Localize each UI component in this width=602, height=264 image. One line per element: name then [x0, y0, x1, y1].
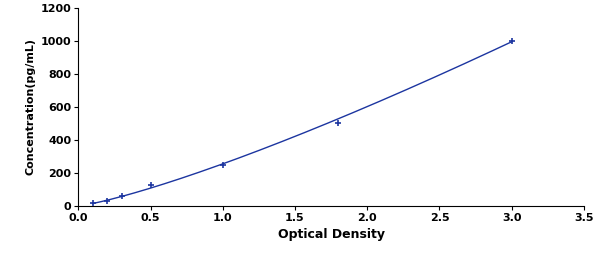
Y-axis label: Concentration(pg/mL): Concentration(pg/mL) [25, 39, 35, 175]
X-axis label: Optical Density: Optical Density [278, 228, 385, 241]
